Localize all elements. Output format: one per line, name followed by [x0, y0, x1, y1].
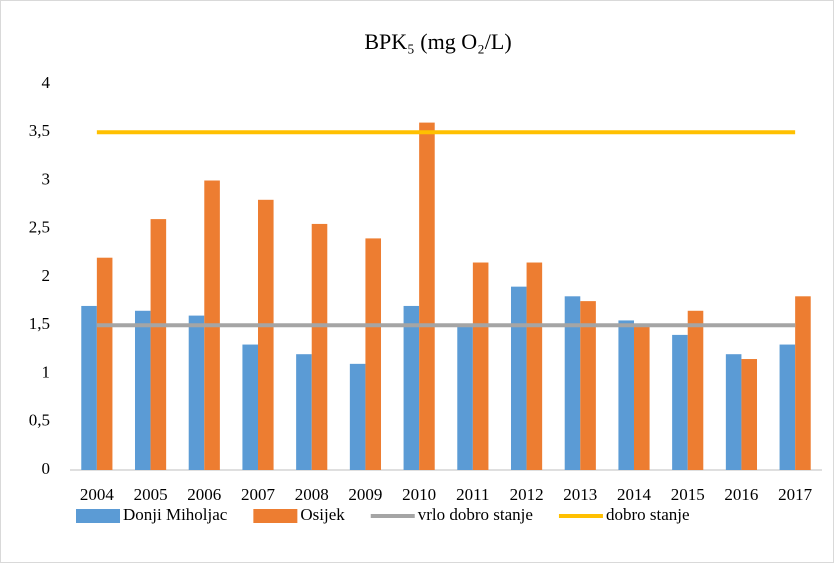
y-tick-label: 1	[42, 362, 51, 381]
bar	[296, 354, 312, 470]
x-tick-label: 2004	[80, 485, 115, 504]
bar	[365, 238, 382, 470]
bar	[457, 325, 473, 470]
x-tick-label: 2008	[295, 485, 329, 504]
bar	[795, 296, 811, 470]
bar	[564, 296, 581, 470]
x-tick-label: 2014	[617, 485, 652, 504]
bar	[134, 310, 151, 470]
x-tick-label: 2007	[241, 485, 276, 504]
y-tick-label: 2	[42, 266, 51, 285]
y-tick-label: 2,5	[29, 218, 50, 237]
x-tick-label: 2016	[724, 485, 758, 504]
x-tick-label: 2017	[778, 485, 813, 504]
x-tick-label: 2005	[134, 485, 168, 504]
legend-label: Donji Miholjac	[123, 505, 228, 524]
legend-label: dobro stanje	[606, 505, 690, 524]
bar	[510, 286, 527, 470]
chart-title: BPK₅ (mg O₂/L)	[364, 29, 511, 54]
x-tick-label: 2013	[563, 485, 597, 504]
x-tick-label: 2010	[402, 485, 436, 504]
bar	[258, 199, 274, 471]
legend-label: vrlo dobro stanje	[418, 505, 533, 524]
bar	[580, 301, 596, 470]
legend-swatch	[253, 509, 298, 523]
y-tick-label: 0	[42, 459, 51, 478]
bar	[349, 363, 366, 470]
y-tick-label: 4	[42, 73, 51, 92]
bar	[741, 359, 758, 470]
bar	[472, 262, 489, 470]
bar	[403, 305, 420, 470]
bar	[672, 334, 688, 470]
bar	[96, 257, 113, 470]
y-tick-label: 1,5	[29, 314, 50, 333]
bar	[188, 315, 205, 470]
x-tick-label: 2009	[348, 485, 382, 504]
bar	[150, 219, 167, 470]
x-tick-label: 2011	[456, 485, 489, 504]
bar	[311, 223, 328, 470]
bar	[687, 310, 704, 470]
y-tick-label: 3	[42, 169, 51, 188]
x-tick-label: 2006	[187, 485, 221, 504]
legend-swatch	[76, 509, 120, 523]
y-tick-label: 0,5	[29, 411, 50, 430]
y-tick-label: 3,5	[29, 121, 50, 140]
legend-label: Osijek	[300, 505, 345, 524]
bar	[242, 344, 258, 470]
bar	[634, 325, 650, 470]
bar	[419, 122, 435, 470]
bar	[618, 320, 634, 470]
bar	[81, 305, 97, 470]
bar	[526, 262, 543, 470]
bar	[725, 354, 742, 470]
x-tick-label: 2015	[671, 485, 705, 504]
x-tick-label: 2012	[510, 485, 544, 504]
bar	[779, 344, 796, 470]
